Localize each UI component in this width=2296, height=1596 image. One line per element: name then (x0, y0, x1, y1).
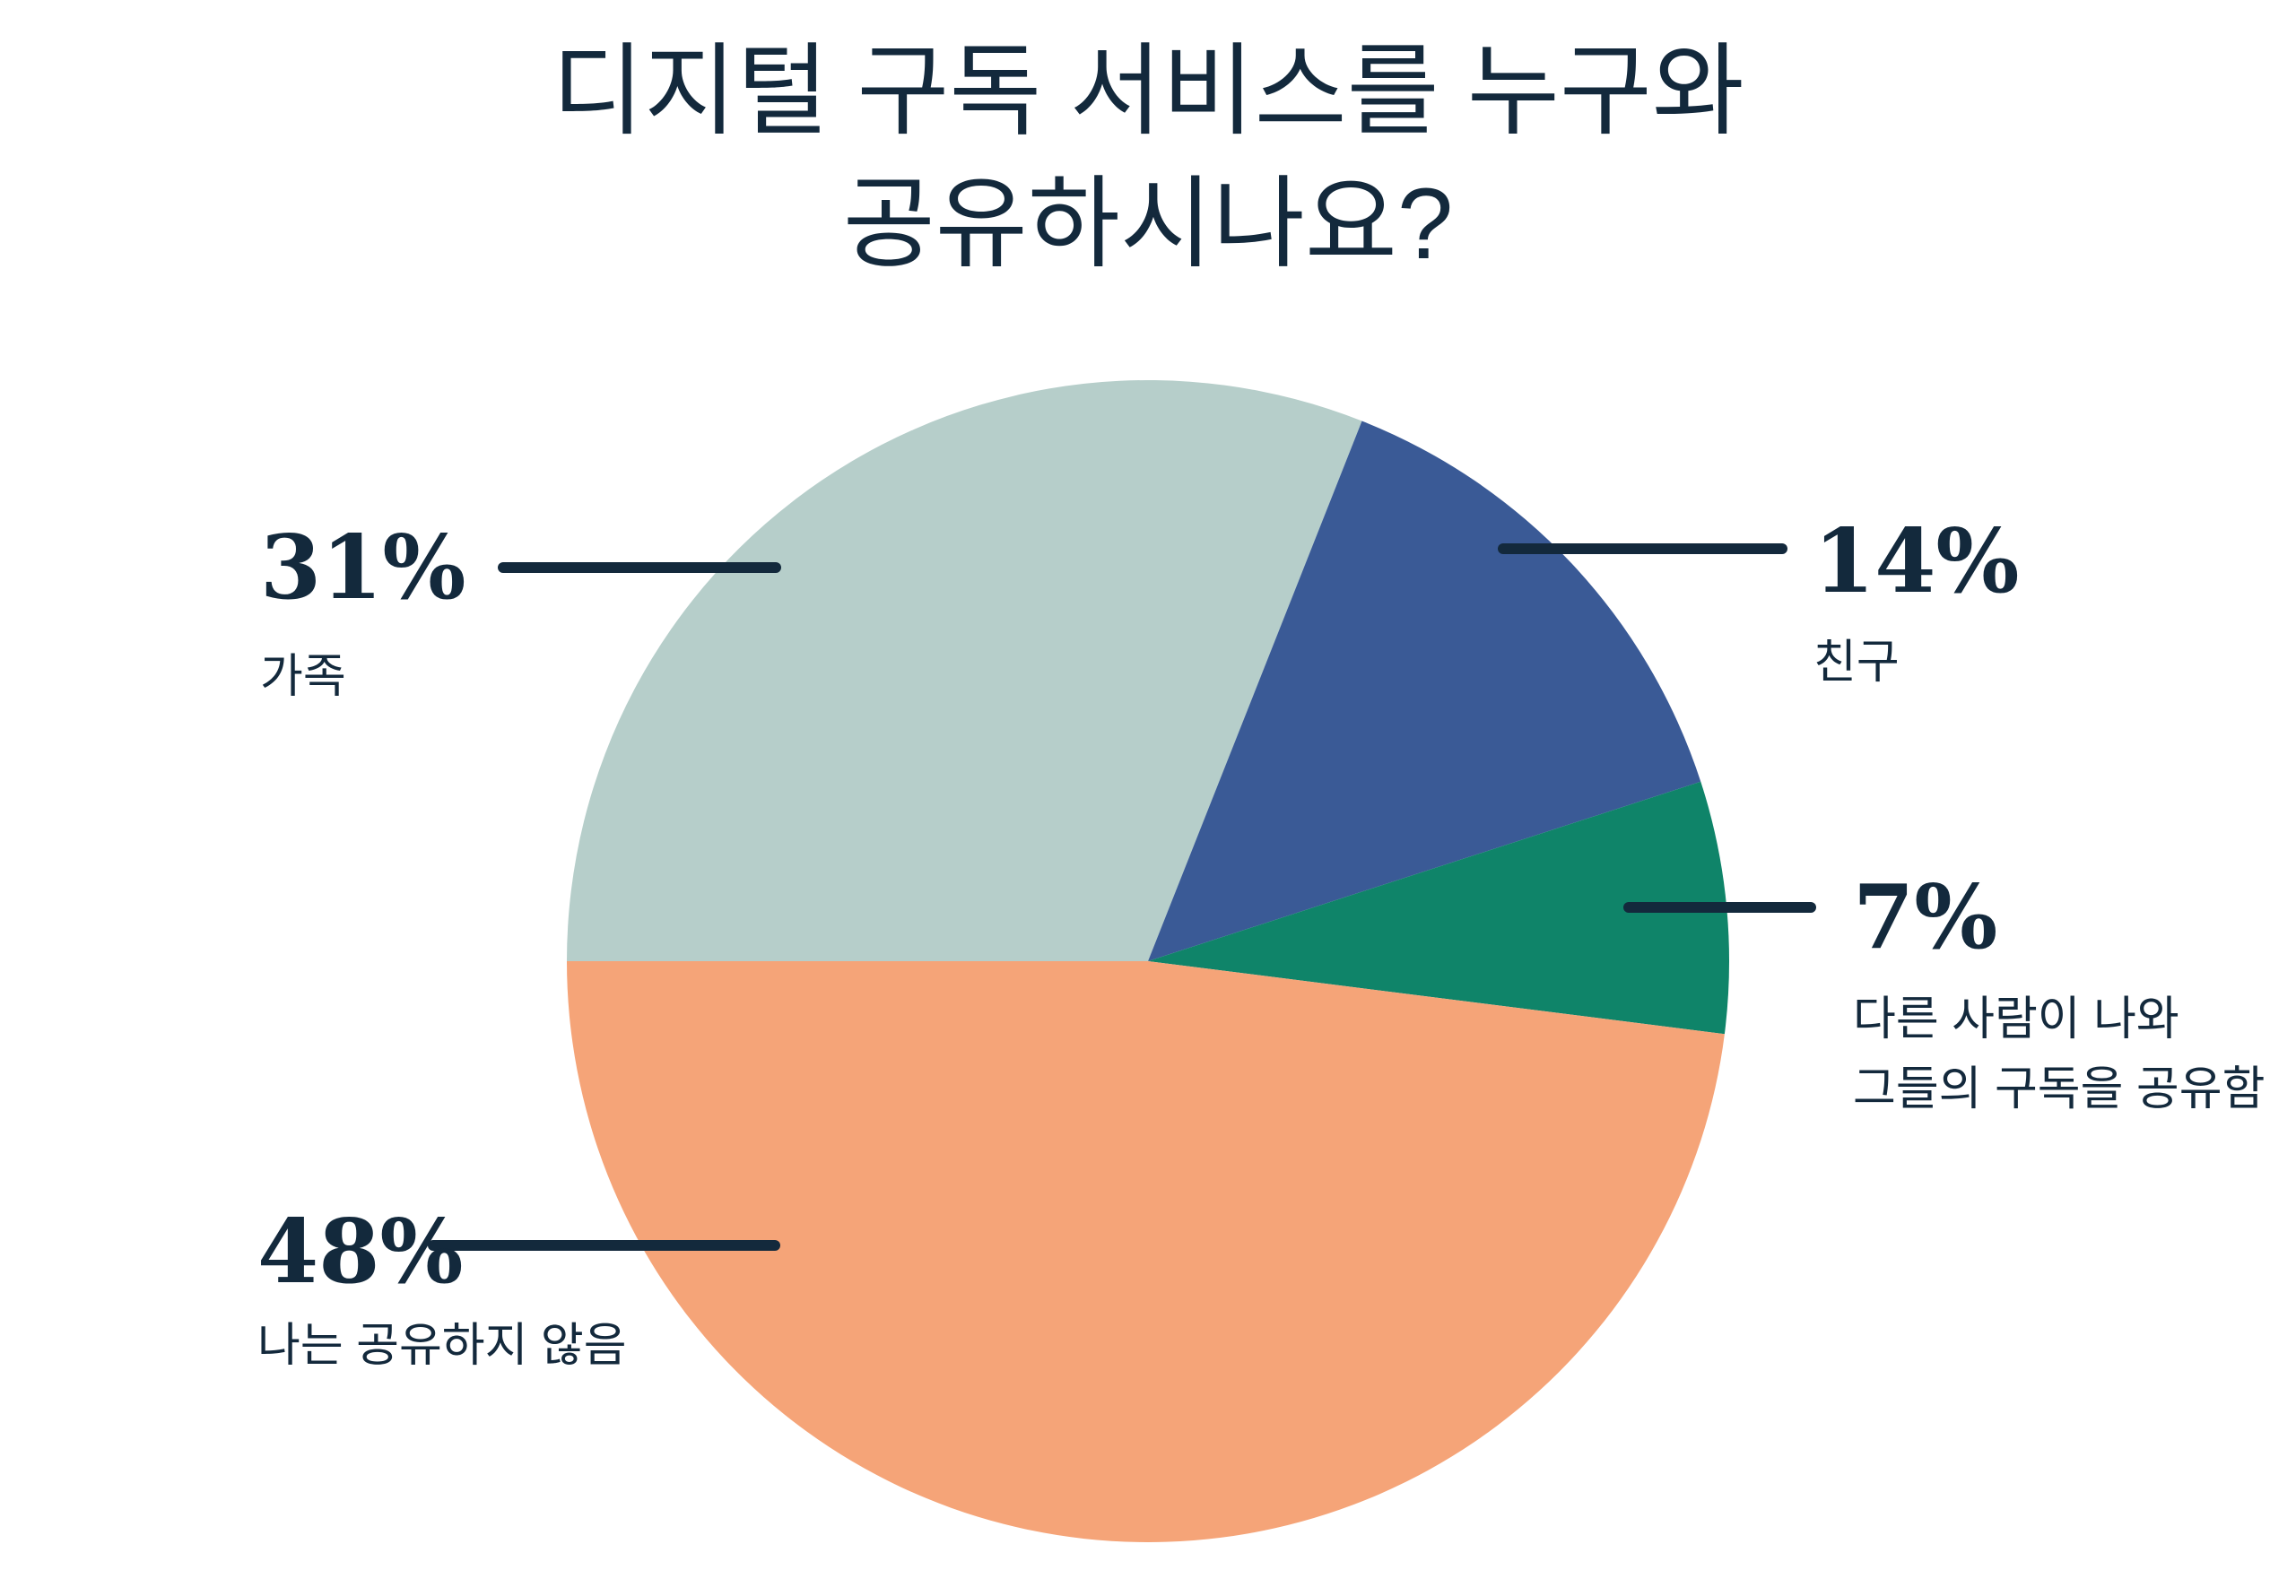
leader-line-family (498, 562, 781, 573)
slice-label-others-share-line-2: 그들의 구독을 공유함 (1853, 1063, 2266, 1115)
pie-slice-others-share (1148, 781, 1730, 1035)
percent-label-others-share: 7% (1853, 866, 1998, 969)
chart-title: 디지털 구독 서비스를 누구와 공유하시나요? (0, 25, 2296, 291)
chart-title-line-2: 공유하시나요? (842, 167, 1454, 280)
pie-slice-family (567, 380, 1362, 962)
slice-label-others-share: 다른 사람이 나와 그들의 구독을 공유함 (1853, 984, 2265, 1124)
chart-title-line-1: 디지털 구독 서비스를 누구와 (552, 35, 1744, 147)
slice-label-no-share: 나는 공유하지 않음 (257, 1320, 627, 1372)
pie-slice-no-share (567, 961, 1725, 1543)
leader-line-friends (1498, 543, 1787, 554)
slice-label-friends: 친구 (1813, 637, 1900, 689)
slice-label-family: 가족 (260, 651, 346, 703)
percent-label-no-share: 48% (257, 1201, 464, 1304)
percent-label-family: 31% (260, 516, 466, 620)
leader-line-no-share (428, 1240, 780, 1251)
leader-line-others-share (1623, 902, 1816, 913)
percent-label-friends: 14% (1813, 510, 2020, 613)
slice-label-others-share-line-1: 다른 사람이 나와 (1853, 993, 2179, 1045)
pie-slice-friends (1148, 421, 1701, 961)
